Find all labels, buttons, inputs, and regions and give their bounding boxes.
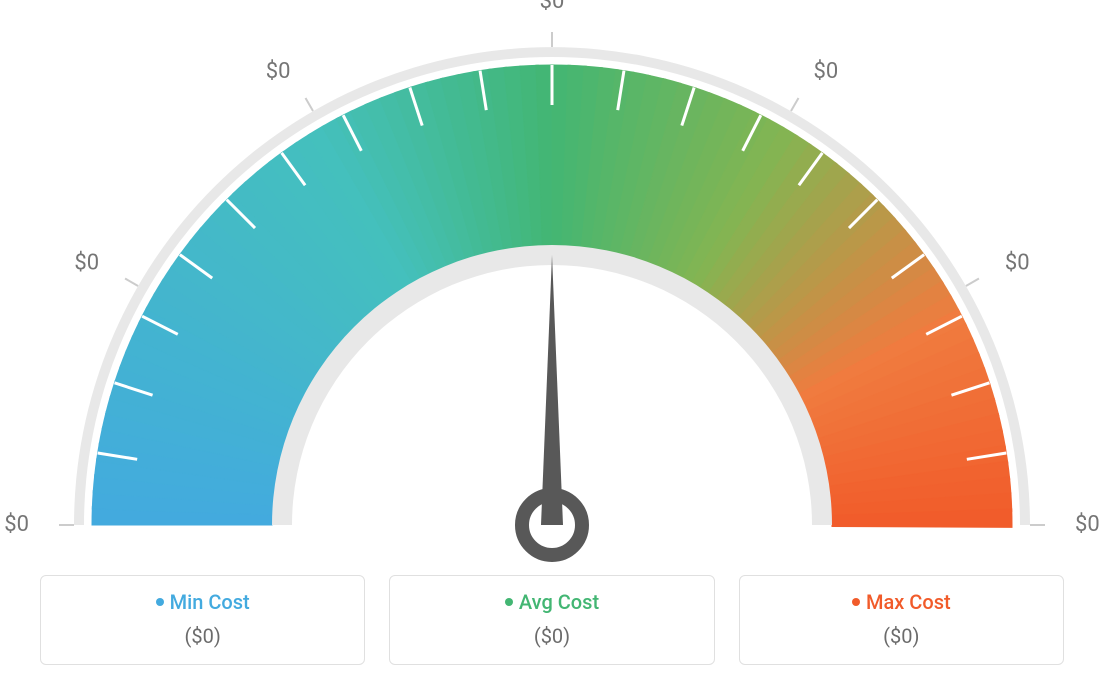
svg-text:$0: $0 <box>540 0 565 14</box>
svg-text:$0: $0 <box>1075 512 1100 537</box>
dot-icon <box>156 598 164 606</box>
legend-title-max: Max Cost <box>750 590 1053 614</box>
legend-card-avg: Avg Cost ($0) <box>389 575 714 665</box>
legend-title-min: Min Cost <box>51 590 354 614</box>
gauge-cost-widget: $0 $0 $0 $0 $0 $0 $0 Min Cost ($0) Avg Cost ($… <box>0 0 1104 690</box>
legend-card-min: Min Cost ($0) <box>40 575 365 665</box>
legend-label-avg: Avg Cost <box>519 590 599 614</box>
svg-text:$0: $0 <box>1005 250 1030 275</box>
svg-text:$0: $0 <box>4 512 29 537</box>
dot-icon <box>852 598 860 606</box>
legend-card-max: Max Cost ($0) <box>739 575 1064 665</box>
legend-label-max: Max Cost <box>866 590 951 614</box>
legend-value-min: ($0) <box>51 624 354 648</box>
svg-text:$0: $0 <box>266 59 291 84</box>
dot-icon <box>505 598 513 606</box>
legend-title-avg: Avg Cost <box>400 590 703 614</box>
svg-text:$0: $0 <box>814 59 839 84</box>
legend-value-max: ($0) <box>750 624 1053 648</box>
legend-value-avg: ($0) <box>400 624 703 648</box>
gauge-svg: $0 $0 $0 $0 $0 $0 $0 <box>0 0 1104 565</box>
svg-text:$0: $0 <box>74 250 99 275</box>
legend-label-min: Min Cost <box>170 590 250 614</box>
legend-row: Min Cost ($0) Avg Cost ($0) Max Cost ($0… <box>0 575 1104 665</box>
gauge-chart: $0 $0 $0 $0 $0 $0 $0 <box>0 0 1104 565</box>
